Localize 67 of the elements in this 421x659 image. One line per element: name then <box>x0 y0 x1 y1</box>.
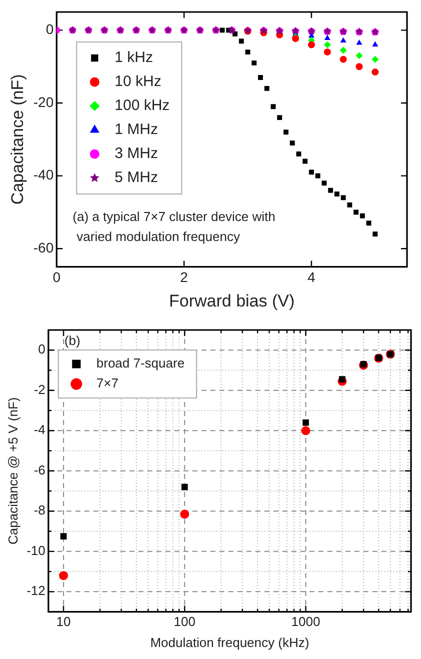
point <box>324 41 331 48</box>
x-tick-label: 10 <box>56 614 71 630</box>
point <box>347 202 352 208</box>
point <box>360 213 365 218</box>
point <box>372 41 378 47</box>
x-axis-title: Forward bias (V) <box>168 291 295 310</box>
y-tick-label: 0 <box>46 21 54 38</box>
point <box>366 220 372 226</box>
x-tick-label: 100 <box>174 614 196 630</box>
point <box>322 180 327 186</box>
point <box>308 170 314 175</box>
y-tick-label: -8 <box>34 502 46 518</box>
point <box>334 192 340 196</box>
legend-label: 7×7 <box>96 376 118 391</box>
y-tick-label: -10 <box>26 542 46 558</box>
point <box>356 39 362 45</box>
point <box>270 104 276 110</box>
point <box>232 31 238 36</box>
point <box>315 173 320 178</box>
x-tick-label: 1000 <box>291 614 320 630</box>
x-axis-title: Modulation frequency (kHz) <box>150 634 310 650</box>
y-axis-title: Capacitance (nF) <box>8 74 27 205</box>
point <box>302 158 308 164</box>
legend-label: broad 7-square <box>96 356 185 371</box>
point <box>220 28 225 33</box>
legend-label: 100 kHz <box>114 97 170 114</box>
point <box>277 115 282 120</box>
point <box>354 210 359 215</box>
point <box>372 68 379 76</box>
point <box>328 188 334 193</box>
point <box>372 56 379 63</box>
point <box>296 151 302 156</box>
point <box>324 48 331 56</box>
y-tick-label: -60 <box>33 239 54 256</box>
point <box>356 63 363 70</box>
point <box>324 34 330 40</box>
point <box>340 195 346 200</box>
point <box>340 56 347 63</box>
y-tick-label: -6 <box>34 462 46 478</box>
point <box>245 50 250 55</box>
point <box>264 86 270 91</box>
y-tick-label: -40 <box>33 166 54 183</box>
y-tick-label: -2 <box>34 382 46 397</box>
point <box>238 38 244 44</box>
y-tick-label: 0 <box>38 342 46 357</box>
point <box>290 140 295 146</box>
point <box>340 37 346 43</box>
annotation: (b) <box>64 333 80 348</box>
legend-label: 1 kHz <box>114 49 153 66</box>
y-tick-label: -4 <box>34 422 46 438</box>
annotation: (a) a typical 7×7 cluster device with varied modulation frequency <box>72 208 276 244</box>
point <box>372 232 378 237</box>
point <box>258 75 263 80</box>
point <box>340 46 347 54</box>
point <box>283 130 288 135</box>
x-tick-label: 4 <box>308 269 316 286</box>
y-tick-label: -20 <box>33 94 54 110</box>
y-axis-title: Capacitance @ +5 V (nF) <box>5 397 20 545</box>
legend-label: 5 MHz <box>114 169 158 186</box>
point <box>356 52 363 60</box>
legend-label: 3 MHz <box>114 145 158 162</box>
x-tick-label: 2 <box>180 269 188 286</box>
y-tick-label: -12 <box>26 583 46 598</box>
legend-label: 10 kHz <box>114 73 162 90</box>
legend-label: 1 MHz <box>114 121 158 138</box>
point <box>252 60 257 66</box>
point <box>308 41 315 48</box>
